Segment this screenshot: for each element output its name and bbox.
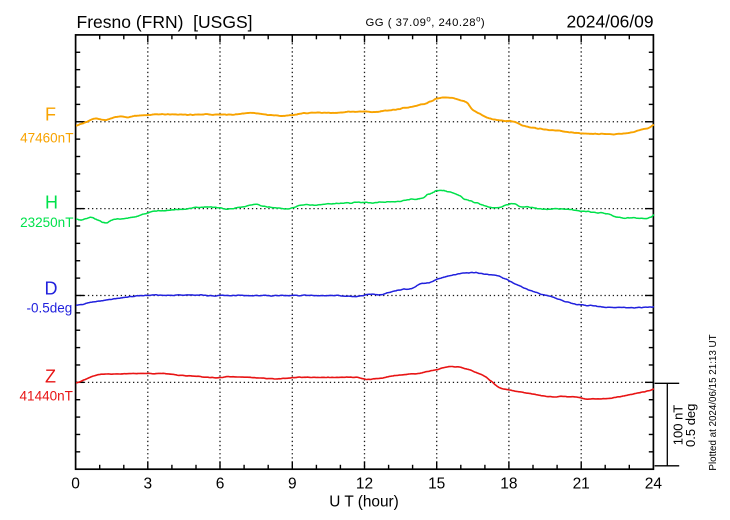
svg-text:Fresno (FRN) [USGS]: Fresno (FRN) [USGS] xyxy=(77,12,253,32)
svg-text:3: 3 xyxy=(143,476,152,493)
svg-text:-0.5deg: -0.5deg xyxy=(27,301,73,316)
svg-text:41440nT: 41440nT xyxy=(20,388,73,403)
svg-text:18: 18 xyxy=(500,476,517,493)
svg-text:100 nT: 100 nT xyxy=(671,405,686,446)
svg-text:2024/06/09: 2024/06/09 xyxy=(566,11,653,31)
svg-text:H: H xyxy=(45,193,58,213)
svg-text:Plotted at 2024/06/15 21:13 UT: Plotted at 2024/06/15 21:13 UT xyxy=(708,334,719,470)
svg-text:Z: Z xyxy=(45,367,56,387)
svg-text:24: 24 xyxy=(645,476,663,493)
svg-text:F: F xyxy=(45,104,56,124)
svg-text:6: 6 xyxy=(216,476,225,493)
svg-text:12: 12 xyxy=(356,476,373,493)
svg-text:23250nT: 23250nT xyxy=(20,215,73,230)
svg-text:9: 9 xyxy=(288,476,297,493)
svg-text:U T (hour): U T (hour) xyxy=(329,494,399,511)
svg-text:0: 0 xyxy=(71,476,80,493)
svg-text:21: 21 xyxy=(573,476,590,493)
svg-text:15: 15 xyxy=(428,476,445,493)
svg-text:GG ( 37.09o, 240.28o): GG ( 37.09o, 240.28o) xyxy=(366,14,486,29)
svg-text:47460nT: 47460nT xyxy=(20,130,73,145)
svg-text:D: D xyxy=(45,278,58,298)
svg-text:0.5 deg: 0.5 deg xyxy=(683,404,698,447)
